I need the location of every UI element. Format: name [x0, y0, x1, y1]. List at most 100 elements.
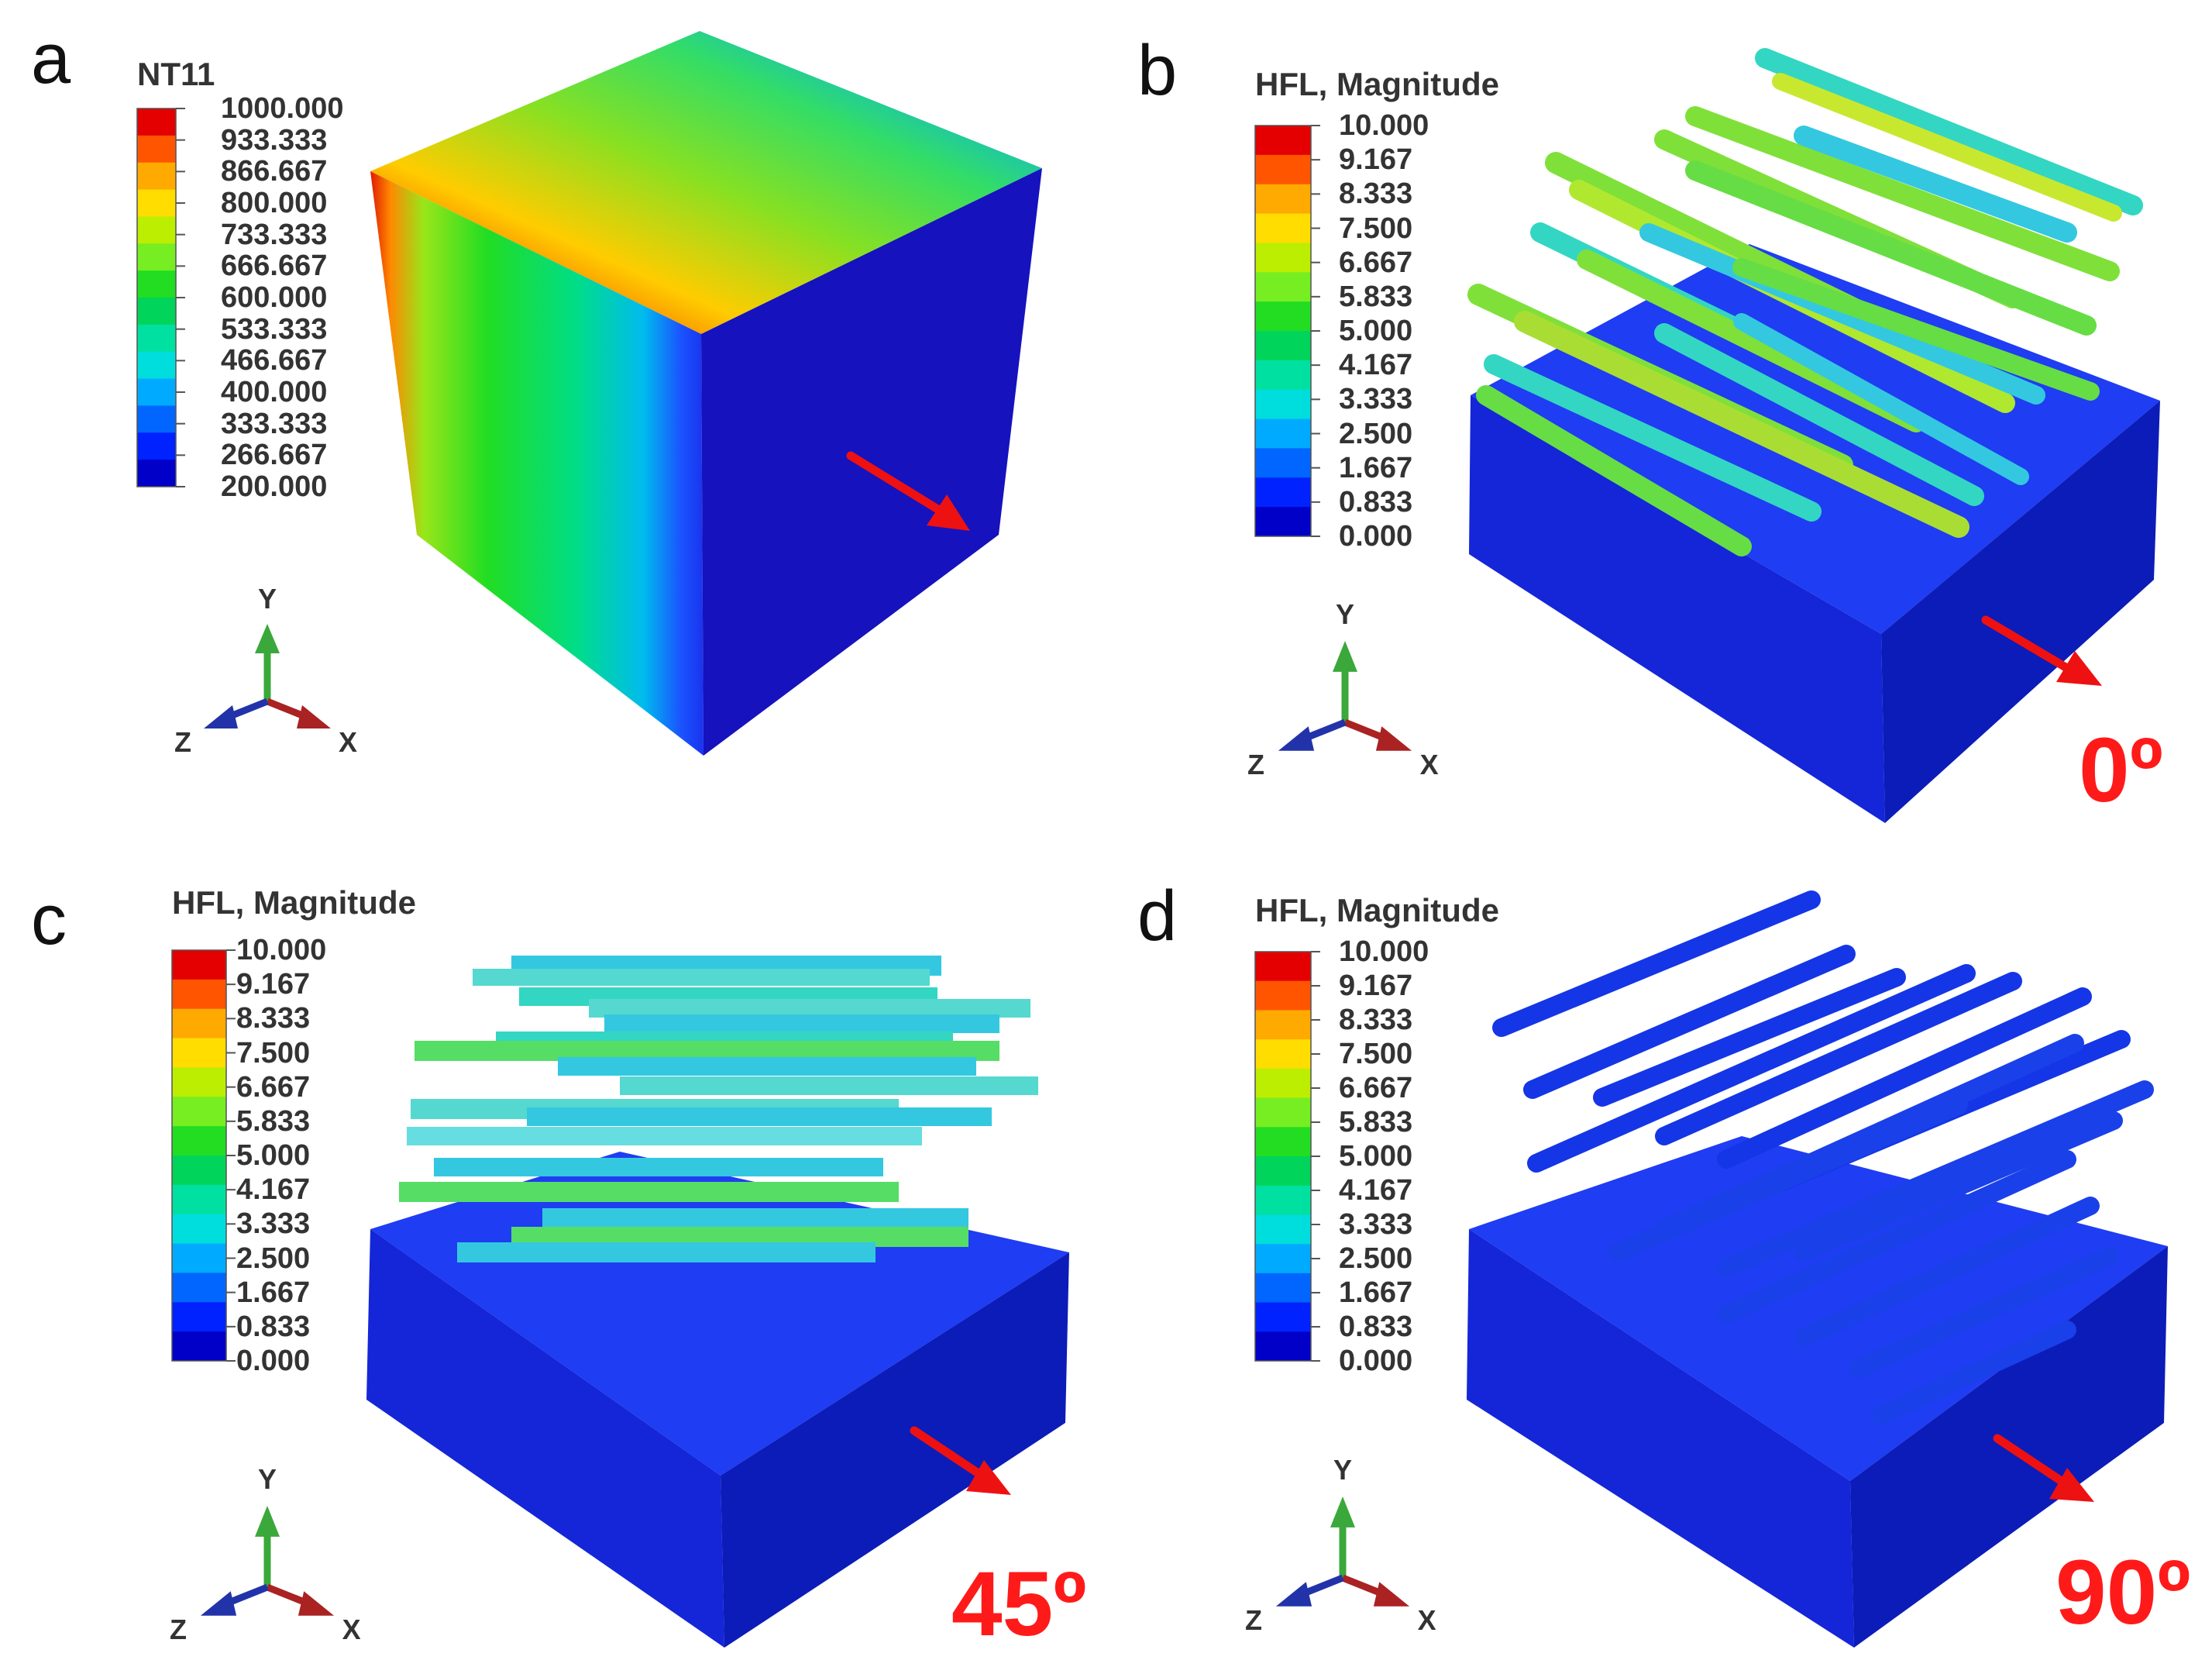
legend-swatch	[1255, 154, 1311, 185]
panel-b: b HFL, Magnitude 10.000 9.167 8.333 7.500 6.66…	[1106, 0, 2212, 833]
cube-front-face	[370, 171, 704, 756]
legend-tick-label: 10.000	[1339, 935, 1429, 968]
legend-swatch	[1255, 1068, 1311, 1099]
fiber-composite-render-0deg	[1254, 48, 2160, 823]
legend-title: HFL, Magnitude	[1255, 66, 1499, 102]
legend-tick-label: 7.500	[236, 1036, 311, 1069]
legend-swatch	[172, 1214, 226, 1245]
legend-swatch	[137, 405, 176, 433]
legend-swatch	[1255, 418, 1311, 449]
legend-swatch	[1255, 1185, 1311, 1215]
axis-triad	[200, 1506, 335, 1616]
cube-top-face	[370, 31, 1042, 334]
axis-triad	[1278, 641, 1412, 751]
fiber-angle-label: 0º	[2079, 719, 2163, 821]
legend-tick-label: 1.667	[236, 1276, 311, 1309]
legend-swatch	[1255, 1273, 1311, 1304]
legend-swatch	[1255, 1097, 1311, 1128]
legend-tick-label: 0.000	[1339, 520, 1413, 553]
legend-swatch	[1255, 301, 1311, 332]
legend-swatch	[172, 1302, 226, 1332]
legend-swatch	[1255, 272, 1311, 302]
heat-flow-arrow	[1993, 1434, 2094, 1502]
legend-swatch	[137, 108, 176, 136]
panel-label: b	[1137, 31, 1178, 110]
cube-right-face	[701, 168, 1042, 756]
legend-swatch	[1255, 1127, 1311, 1157]
legend-tick-label: 466.667	[221, 344, 328, 377]
legend-tick-label: 3.333	[1339, 1208, 1413, 1241]
legend-tick-label: 4.167	[236, 1173, 311, 1207]
legend-swatch	[137, 162, 176, 191]
legend-swatch	[1255, 1214, 1311, 1245]
heat-flow-arrow	[910, 1426, 1011, 1495]
legend-tick-label: 0.000	[1339, 1345, 1413, 1377]
block-top-face	[1469, 1136, 2168, 1481]
y-axis-label: Y	[258, 583, 277, 615]
axis-triad	[204, 624, 331, 728]
legend-color-bar	[1254, 951, 1312, 1362]
legend-tick-label: 8.333	[236, 1002, 311, 1035]
legend-tick-label: 733.333	[221, 218, 328, 251]
panel-label: c	[31, 880, 67, 959]
heat-flow-arrow	[1981, 615, 2102, 686]
legend-swatch	[172, 1331, 226, 1362]
legend-title: HFL, Magnitude	[172, 884, 416, 921]
legend-swatch	[137, 432, 176, 460]
legend-swatch	[1255, 243, 1311, 273]
legend-swatch	[172, 1184, 226, 1215]
legend-swatch	[172, 1038, 226, 1068]
legend-tick-label: 200.000	[221, 470, 328, 503]
legend-swatch	[172, 979, 226, 1010]
x-axis-label: X	[1419, 748, 1439, 780]
legend-swatch	[137, 298, 176, 325]
fiber-angle-label: 90º	[2055, 1541, 2191, 1644]
legend-tick-label: 866.667	[221, 155, 328, 188]
x-axis-label: X	[339, 726, 358, 758]
legend-tick-label: 1.667	[1339, 451, 1413, 484]
legend-tick-label: 5.000	[236, 1139, 311, 1172]
legend-tick-label: 9.167	[236, 968, 311, 1001]
panel-d: d HFL, Magnitude 10.000 9.167 8.333 7.500 6.66…	[1106, 834, 2212, 1667]
legend-tick-label: 800.000	[221, 187, 328, 219]
block-side-face	[721, 1252, 1069, 1648]
legend-swatch	[1255, 213, 1311, 243]
legend-tick-label: 9.167	[1339, 143, 1413, 177]
legend-swatch	[1255, 1156, 1311, 1187]
block-front-face	[366, 1229, 724, 1648]
legend-swatch	[1255, 477, 1311, 508]
legend-swatch	[172, 1008, 226, 1039]
legend-tick-label: 6.667	[1339, 1072, 1413, 1104]
legend-tick-label: 0.000	[236, 1345, 311, 1377]
legend-tick-label: 533.333	[221, 312, 328, 346]
legend-swatch	[137, 378, 176, 406]
legend-swatch	[172, 950, 226, 980]
legend-swatch	[1255, 389, 1311, 420]
y-axis-label: Y	[1336, 598, 1355, 630]
legend-swatch	[172, 1273, 226, 1303]
legend-tick-label: 5.000	[1339, 1140, 1413, 1173]
legend-tick-label: 666.667	[221, 250, 328, 283]
legend-swatch	[1255, 1331, 1311, 1362]
panel-label: a	[31, 19, 71, 98]
legend-swatch	[1255, 448, 1311, 478]
fiber-rods	[399, 956, 1038, 1262]
legend-swatch	[1255, 331, 1311, 361]
block-top-face	[1471, 244, 2160, 634]
fiber-angle-label: 45º	[951, 1553, 1087, 1655]
legend-swatch	[1255, 126, 1311, 156]
z-axis-label: Z	[170, 1613, 187, 1645]
legend-tick-label: 9.167	[1339, 970, 1413, 1002]
legend-tick-label: 10.000	[236, 934, 327, 966]
legend-title: HFL, Magnitude	[1255, 892, 1499, 928]
legend-tick-label: 5.833	[1339, 1106, 1413, 1138]
legend-swatch	[137, 216, 176, 244]
legend-tick-label: 8.333	[1339, 1004, 1413, 1036]
legend-tick-label: 8.333	[1339, 177, 1413, 211]
legend-tick-label: 600.000	[221, 281, 328, 314]
legend-tick-label: 1.667	[1339, 1276, 1413, 1309]
legend-swatch	[137, 460, 176, 487]
z-axis-label: Z	[1245, 1603, 1262, 1636]
x-axis-label: X	[342, 1613, 361, 1645]
legend-color-bar	[136, 108, 177, 487]
